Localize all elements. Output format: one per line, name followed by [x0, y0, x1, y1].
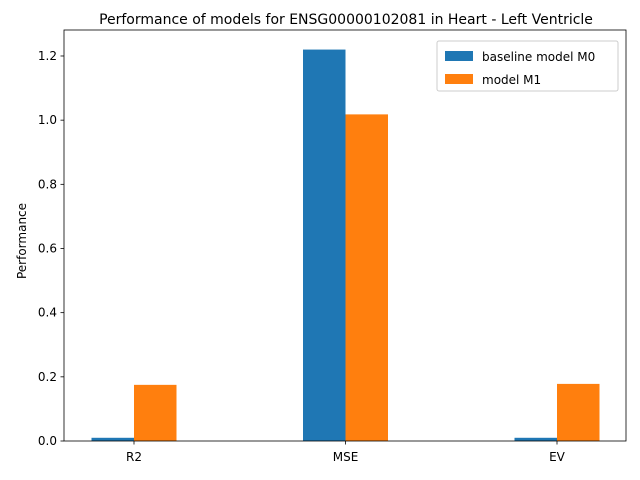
y-axis-label: Performance: [15, 203, 29, 279]
bar-r2-series-2: [134, 384, 177, 441]
legend-label-series-1: baseline model M0: [482, 50, 595, 64]
bars-layer: [91, 49, 600, 441]
x-tick-label: R2: [126, 450, 142, 464]
bar-ev-series-2: [557, 383, 600, 441]
y-tick-label: 0.4: [38, 306, 57, 320]
y-tick-label: 1.2: [38, 49, 57, 63]
y-tick-label: 0.2: [38, 370, 57, 384]
legend-swatch-series-2: [445, 74, 473, 84]
plot-frame: [63, 29, 627, 442]
x-tick-label: EV: [549, 450, 566, 464]
bar-r2-series-1: [91, 437, 134, 441]
legend-swatch-series-1: [445, 51, 473, 61]
y-tick-label: 0.8: [38, 177, 57, 191]
legend-label-series-2: model M1: [482, 73, 541, 87]
bar-mse-series-1: [303, 49, 346, 441]
y-tick-label: 1.0: [38, 113, 57, 127]
axes-layer: 0.0 0.2 0.4 0.6 0.8 1.0 1.2 R2 MSE EV: [38, 29, 627, 464]
y-tick-label: 0.0: [38, 434, 57, 448]
bar-mse-series-2: [345, 114, 388, 441]
x-tick-label: MSE: [333, 450, 359, 464]
legend: baseline model M0 model M1: [436, 40, 619, 92]
chart-title: Performance of models for ENSG0000010208…: [99, 12, 593, 28]
y-tick-label: 0.6: [38, 241, 57, 255]
bar-ev-series-1: [514, 437, 557, 441]
legend-frame: [436, 40, 619, 92]
